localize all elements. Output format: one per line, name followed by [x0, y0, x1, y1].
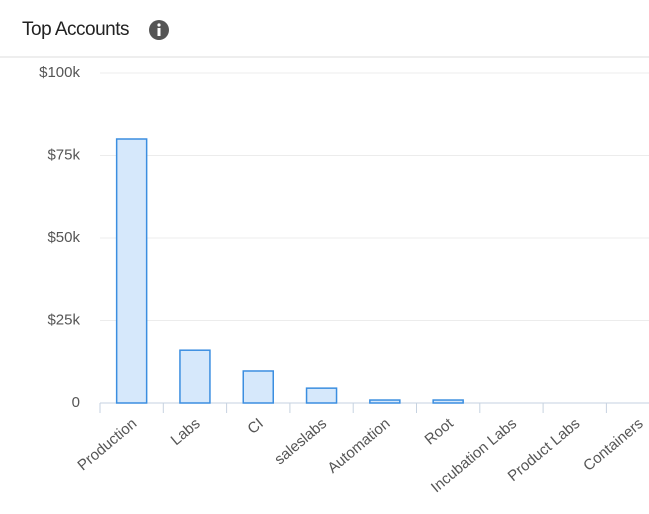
x-tick-label: Root — [422, 415, 458, 449]
x-tick-label: Automation — [324, 415, 393, 477]
x-tick-label: Production — [74, 415, 140, 474]
bar — [242, 370, 274, 404]
bar — [432, 399, 464, 404]
bar — [305, 387, 338, 404]
y-tick-label: $100k — [39, 64, 80, 81]
bar — [179, 349, 211, 404]
x-tick-label: CI — [244, 415, 266, 438]
x-tick-label: Containers — [580, 415, 647, 475]
info-icon[interactable] — [149, 20, 169, 40]
y-tick-label: $50k — [47, 229, 80, 246]
y-tick-label: $25k — [47, 311, 80, 328]
x-tick-label: Labs — [168, 415, 204, 449]
chart-title: Top Accounts — [22, 19, 129, 40]
y-tick-label: 0 — [72, 394, 80, 411]
bar — [369, 399, 401, 404]
bar — [115, 138, 148, 404]
y-tick-label: $75k — [47, 146, 80, 163]
x-tick-label: saleslabs — [271, 415, 330, 468]
